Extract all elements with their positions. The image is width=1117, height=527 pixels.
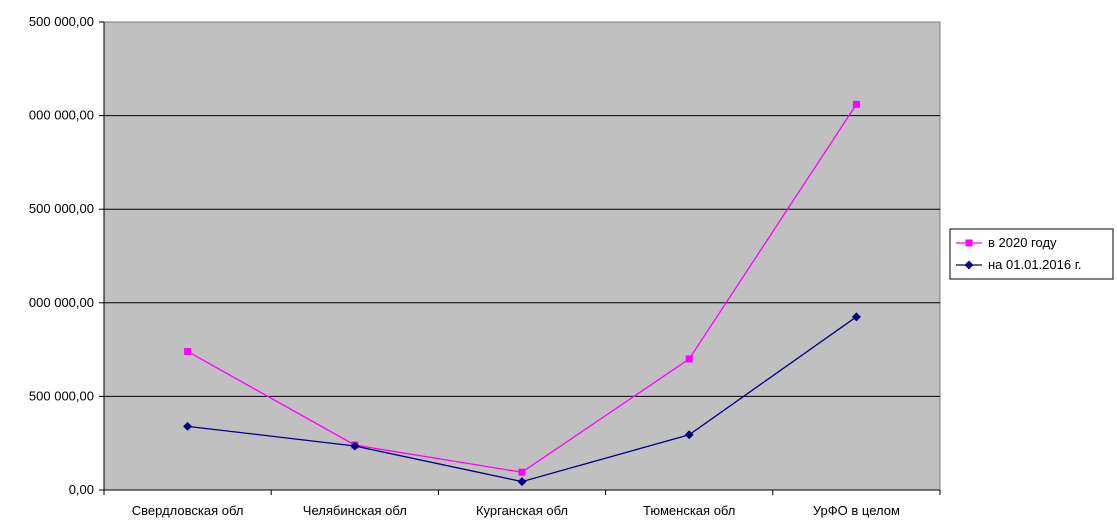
axes: 0,00 500 000,00 000 000,00 500 000,00 000 00… — [29, 14, 941, 518]
y-tick-label: 500 000,00 — [29, 201, 94, 216]
data-point — [518, 468, 526, 476]
legend-label: на 01.01.2016 г. — [988, 257, 1081, 272]
y-tick-label: 500 000,00 — [29, 14, 94, 29]
y-tick-label: 000 000,00 — [29, 108, 94, 123]
legend-marker — [965, 239, 973, 247]
legend-box — [949, 228, 1114, 280]
x-tick-label: Тюменская обл — [643, 503, 735, 518]
x-tick-label: Курганская обл — [476, 503, 568, 518]
x-tick-label: УрФО в целом — [813, 503, 900, 518]
plot-area — [103, 21, 941, 491]
data-point — [184, 347, 192, 355]
gridlines — [104, 115, 940, 397]
legend-entry: на 01.01.2016 г. — [956, 257, 1081, 272]
x-tick-label: Свердловская обл — [132, 503, 244, 518]
legend-label: в 2020 году — [988, 235, 1057, 250]
data-point — [851, 312, 861, 322]
data-point — [183, 421, 193, 431]
x-tick-label: Челябинская обл — [303, 503, 407, 518]
data-point — [685, 355, 693, 363]
y-tick-label: 000 000,00 — [29, 295, 94, 310]
series-group — [183, 100, 861, 487]
legend: в 2020 году на 01.01.2016 г. — [949, 228, 1114, 280]
legend-marker — [964, 260, 974, 270]
data-point — [350, 441, 360, 451]
y-tick-label: 0,00 — [69, 482, 94, 497]
data-point — [852, 100, 860, 108]
plot-background — [103, 21, 941, 491]
data-point — [517, 477, 527, 487]
y-tick-label: 500 000,00 — [29, 388, 94, 403]
legend-entry: в 2020 году — [956, 235, 1057, 250]
series-2 — [183, 312, 861, 487]
data-point — [684, 430, 694, 440]
